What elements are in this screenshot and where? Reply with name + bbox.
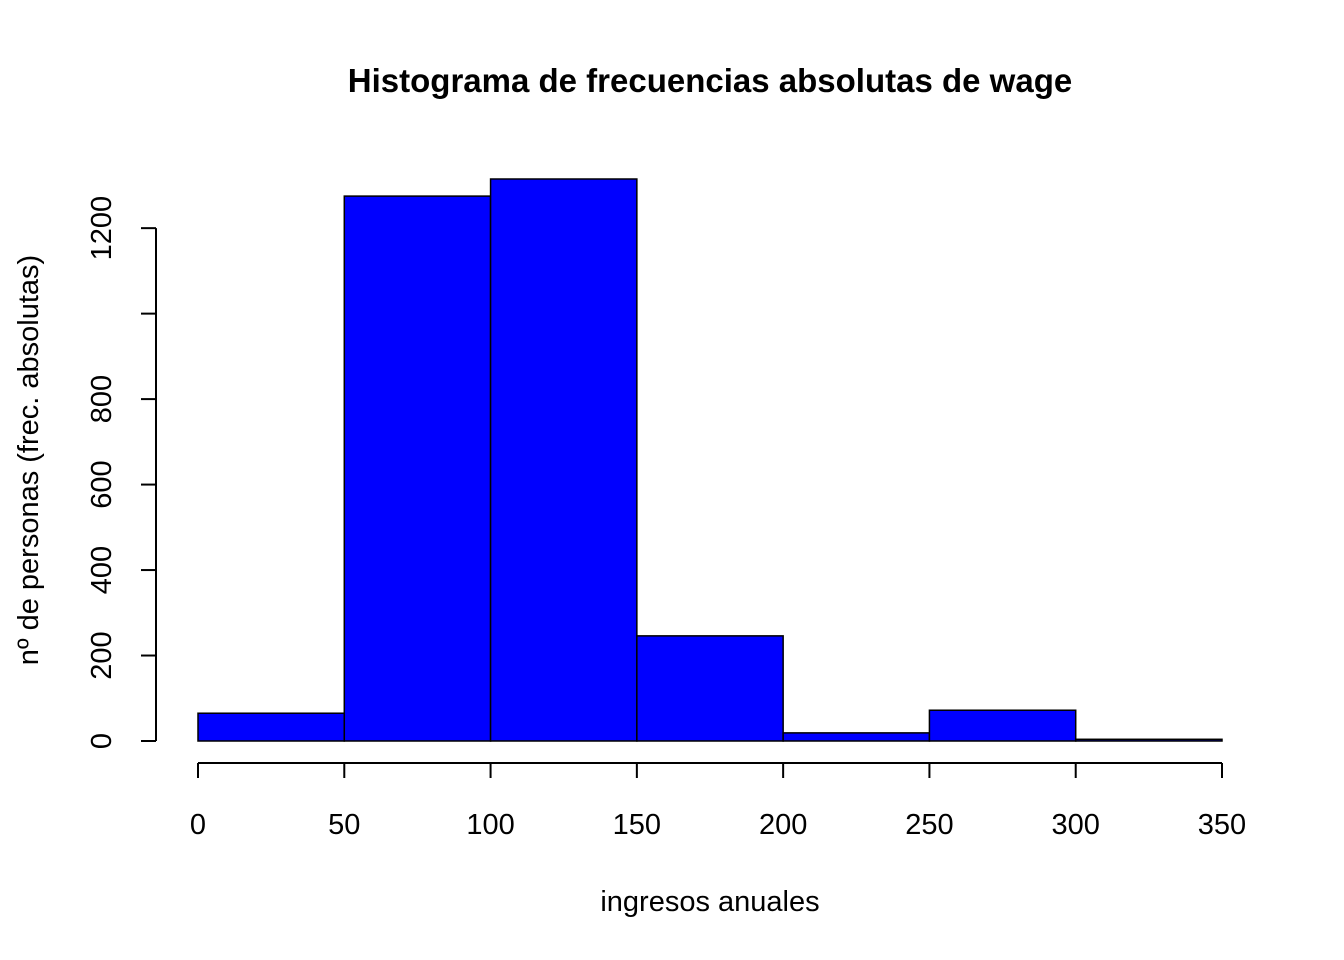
y-tick-label: 400 (86, 546, 118, 594)
x-tick-label: 350 (1198, 809, 1246, 841)
x-tick-label: 200 (759, 809, 807, 841)
chart-title: Histograma de frecuencias absolutas de w… (348, 62, 1072, 99)
x-tick-label: 0 (190, 809, 206, 841)
y-tick-label: 0 (86, 733, 118, 749)
x-axis-label: ingresos anuales (600, 886, 819, 918)
bar (928, 709, 1077, 742)
y-tick-label: 200 (86, 631, 118, 679)
bar (489, 178, 638, 742)
x-tick-label: 150 (613, 809, 661, 841)
y-axis-label: nº de personas (frec. absolutas) (13, 255, 45, 665)
x-tick-label: 50 (328, 809, 360, 841)
bar (1074, 738, 1223, 742)
x-tick-label: 100 (466, 809, 514, 841)
y-tick-label: 800 (86, 375, 118, 423)
y-tick-label: 1200 (86, 196, 118, 261)
bar (197, 712, 346, 742)
bar (782, 732, 931, 742)
x-tick-label: 250 (905, 809, 953, 841)
x-tick-label: 300 (1052, 809, 1100, 841)
y-tick-label: 600 (86, 460, 118, 508)
bar (343, 195, 492, 742)
bar (636, 635, 784, 742)
